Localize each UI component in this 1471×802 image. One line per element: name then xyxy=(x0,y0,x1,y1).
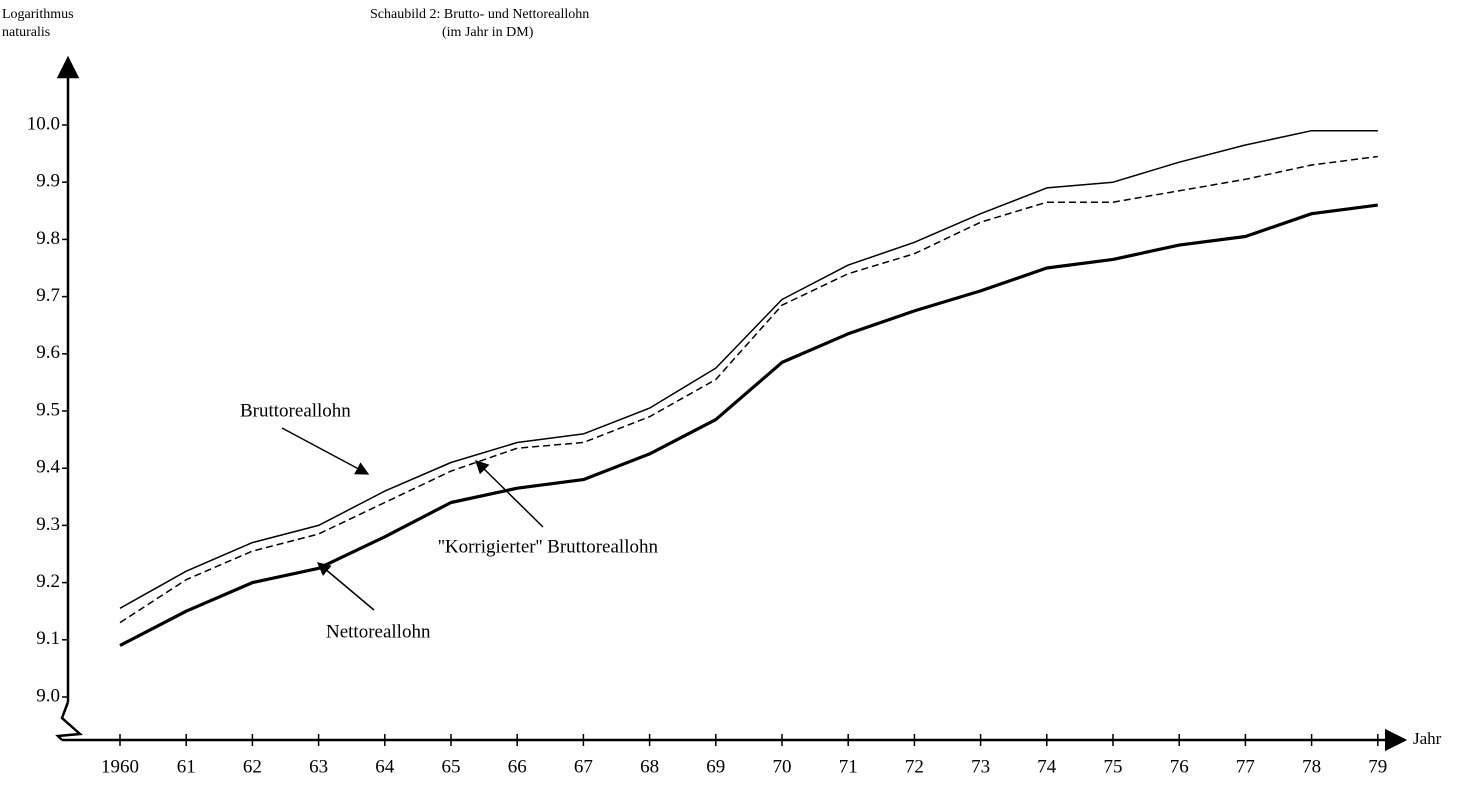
y-tick-label: 9.6 xyxy=(36,342,60,363)
series-line xyxy=(119,129,1378,609)
y-tick-label: 9.2 xyxy=(36,571,60,592)
y-tick-label: 9.0 xyxy=(36,685,60,706)
series-annotation: Nettoreallohn xyxy=(326,621,431,642)
x-tick-label: 70 xyxy=(773,756,792,777)
y-axis-label: naturalis xyxy=(2,25,50,40)
x-tick-label: 74 xyxy=(1037,756,1057,777)
x-tick-label: 72 xyxy=(905,756,924,777)
x-tick-label: 68 xyxy=(640,756,659,777)
x-tick-label: 73 xyxy=(971,756,990,777)
y-tick-label: 10.0 xyxy=(27,113,60,134)
series-annotation: Bruttoreallohn xyxy=(240,400,351,421)
y-axis-label: Logarithmus xyxy=(2,7,74,22)
x-tick-label: 76 xyxy=(1170,756,1189,777)
x-tick-label: 62 xyxy=(243,756,262,777)
x-tick-label: 66 xyxy=(508,756,527,777)
x-tick-label: 71 xyxy=(839,756,858,777)
y-tick-label: 9.5 xyxy=(36,399,60,420)
x-tick-label: 75 xyxy=(1104,756,1123,777)
x-tick-label: 69 xyxy=(706,756,725,777)
y-tick-label: 9.8 xyxy=(36,228,60,249)
x-tick-label: 79 xyxy=(1368,756,1387,777)
y-tick-label: 9.7 xyxy=(36,285,60,306)
x-tick-label: 78 xyxy=(1302,756,1321,777)
x-tick-label: 61 xyxy=(177,756,196,777)
x-tick-label: 63 xyxy=(309,756,328,777)
x-tick-label: 1960 xyxy=(101,756,139,777)
x-tick-label: 67 xyxy=(574,756,593,777)
annotation-arrow xyxy=(475,460,544,528)
y-tick-label: 9.1 xyxy=(36,628,60,649)
series-annotation: ''Korrigierter'' Bruttoreallohn xyxy=(438,536,658,557)
y-tick-label: 9.9 xyxy=(36,171,60,192)
chart-title: Schaubild 2: Brutto- und Nettoreallohn xyxy=(370,7,589,22)
series-line xyxy=(119,203,1379,647)
axes xyxy=(55,55,1408,752)
y-tick-label: 9.4 xyxy=(36,457,60,478)
series-line xyxy=(119,155,1378,624)
y-tick-label: 9.3 xyxy=(36,514,60,535)
x-tick-label: 77 xyxy=(1236,756,1255,777)
annotation-arrow xyxy=(281,427,370,475)
x-axis-label: Jahr xyxy=(1413,729,1442,748)
annotation-arrow xyxy=(316,562,375,611)
x-tick-label: 64 xyxy=(375,756,395,777)
x-tick-label: 65 xyxy=(442,756,461,777)
chart-subtitle: (im Jahr in DM) xyxy=(442,25,534,40)
axis-break xyxy=(55,701,83,741)
